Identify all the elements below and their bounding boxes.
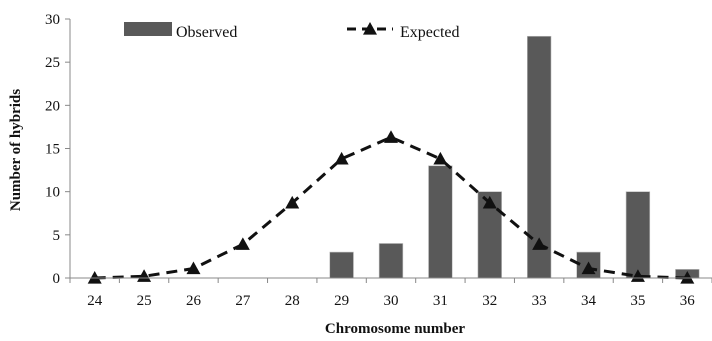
observed-bar xyxy=(428,165,453,279)
expected-marker xyxy=(384,130,398,143)
x-axis-title: Chromosome number xyxy=(325,321,465,337)
expected-marker xyxy=(433,151,448,165)
legend-expected-marker xyxy=(363,22,377,35)
x-tick-label: 31 xyxy=(433,293,448,309)
observed-bar xyxy=(378,243,404,279)
x-tick-label: 36 xyxy=(680,293,696,309)
x-tick-label: 35 xyxy=(630,293,645,309)
y-tick-label: 0 xyxy=(53,271,61,287)
x-tick-labels: 24 25 26 27 28 29 30 31 32 33 34 35 36 xyxy=(69,278,712,309)
x-tick-label: 34 xyxy=(581,293,597,309)
x-tick-label: 24 xyxy=(87,293,103,309)
x-tick-label: 32 xyxy=(482,293,497,309)
y-tick-label: 15 xyxy=(45,142,60,158)
x-tick-label: 25 xyxy=(137,293,152,309)
plot-area xyxy=(87,35,700,284)
expected-marker xyxy=(532,237,547,250)
x-tick-label: 27 xyxy=(235,293,251,309)
y-tick-label: 20 xyxy=(45,98,60,114)
expected-marker xyxy=(186,261,201,275)
y-tick-label: 5 xyxy=(53,228,61,244)
expected-marker xyxy=(137,269,152,282)
expected-marker xyxy=(581,261,596,275)
y-tick-label: 30 xyxy=(45,12,60,28)
x-tick-label: 33 xyxy=(532,293,547,309)
expected-marker xyxy=(285,195,300,209)
expected-marker xyxy=(482,195,497,209)
observed-bar xyxy=(329,251,354,279)
observed-bar xyxy=(625,191,651,279)
legend-observed-label: Observed xyxy=(176,24,237,41)
expected-marker xyxy=(334,151,349,165)
x-tick-label: 26 xyxy=(186,293,202,309)
x-tick-label: 30 xyxy=(384,293,399,309)
expected-marker xyxy=(680,271,695,284)
y-tick-label: 25 xyxy=(45,55,60,71)
expected-marker xyxy=(235,237,250,250)
y-axis-title: Number of hybrids xyxy=(8,89,24,211)
expected-marker xyxy=(87,271,102,284)
x-tick-label: 29 xyxy=(334,293,349,309)
legend: Observed Expected xyxy=(124,22,460,41)
legend-expected-label: Expected xyxy=(400,24,460,41)
legend-observed-swatch xyxy=(124,22,172,36)
expected-marker xyxy=(630,269,645,282)
x-tick-label: 28 xyxy=(285,293,300,309)
y-tick-label: 10 xyxy=(45,185,60,201)
y-tick-labels: 0 5 10 15 20 25 30 xyxy=(45,12,70,287)
